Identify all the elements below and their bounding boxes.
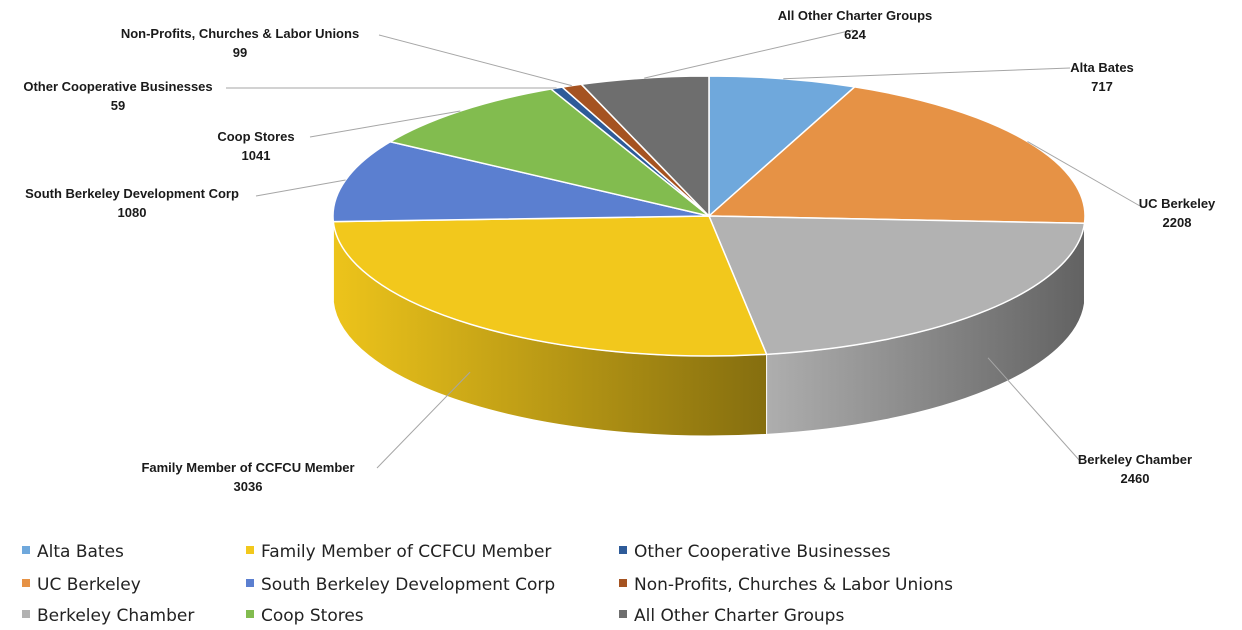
- legend-label-berkeley-chamber: Berkeley Chamber: [37, 606, 194, 626]
- legend-label-uc-berkeley: UC Berkeley: [37, 575, 141, 595]
- callout-name-coop-stores: Coop Stores: [217, 129, 294, 144]
- legend-swatch-berkeley-chamber: [22, 610, 30, 618]
- callout-value-all-other-charter-groups: 624: [844, 27, 866, 42]
- callout-value-non-profits-churches-and-labor-unions: 99: [233, 45, 247, 60]
- leader-line-uc-berkeley: [1027, 141, 1141, 207]
- leader-line-south-berkeley-development-corp: [255, 179, 346, 197]
- leader-line-family-member-of-ccfcu-member: [376, 371, 471, 469]
- leader-line-alta-bates: [783, 67, 1071, 80]
- legend-label-non-profits-churches-and-labor-unions: Non-Profits, Churches & Labor Unions: [634, 575, 953, 595]
- callout-name-other-cooperative-businesses: Other Cooperative Businesses: [23, 79, 212, 94]
- legend-label-alta-bates: Alta Bates: [37, 542, 124, 562]
- callout-value-uc-berkeley: 2208: [1163, 215, 1192, 230]
- leader-line-non-profits-churches-and-labor-unions: [378, 34, 572, 87]
- legend-swatch-coop-stores: [246, 610, 254, 618]
- callout-value-south-berkeley-development-corp: 1080: [118, 205, 147, 220]
- pie-slice-berkeley-chamber: [708, 215, 1086, 356]
- callout-value-alta-bates: 717: [1091, 79, 1113, 94]
- callout-value-coop-stores: 1041: [242, 148, 271, 163]
- leader-line-berkeley-chamber: [987, 357, 1081, 462]
- legend-swatch-all-other-charter-groups: [619, 610, 627, 618]
- legend-swatch-south-berkeley-development-corp: [246, 579, 254, 587]
- legend-swatch-other-cooperative-businesses: [619, 546, 627, 554]
- legend-swatch-uc-berkeley: [22, 579, 30, 587]
- callout-value-family-member-of-ccfcu-member: 3036: [234, 479, 263, 494]
- legend-label-other-cooperative-businesses: Other Cooperative Businesses: [634, 542, 891, 562]
- legend: Alta Bates UC Berkeley Berkeley Chamber Fam…: [22, 542, 953, 626]
- legend-label-all-other-charter-groups: All Other Charter Groups: [634, 606, 844, 626]
- callout-labels: Alta Bates 717 UC Berkeley 2208 Berkeley Cha…: [23, 8, 1216, 494]
- legend-label-coop-stores: Coop Stores: [261, 606, 364, 626]
- pie-top-layer: [332, 75, 1086, 357]
- pie-slice-uc-berkeley: [708, 86, 1086, 225]
- legend-swatch-family-member-of-ccfcu-member: [246, 546, 254, 554]
- callout-name-non-profits-churches-and-labor-unions: Non-Profits, Churches & Labor Unions: [121, 26, 359, 41]
- callout-name-berkeley-chamber: Berkeley Chamber: [1078, 452, 1192, 467]
- callout-name-family-member-of-ccfcu-member: Family Member of CCFCU Member: [141, 460, 354, 475]
- callout-name-south-berkeley-development-corp: South Berkeley Development Corp: [25, 186, 239, 201]
- legend-label-family-member-of-ccfcu-member: Family Member of CCFCU Member: [261, 542, 551, 562]
- callout-leaders: [225, 29, 1141, 469]
- callout-name-uc-berkeley: UC Berkeley: [1139, 196, 1216, 211]
- legend-label-south-berkeley-development-corp: South Berkeley Development Corp: [261, 575, 555, 595]
- leader-line-all-other-charter-groups: [644, 29, 854, 79]
- legend-swatch-alta-bates: [22, 546, 30, 554]
- legend-swatch-non-profits-churches-and-labor-unions: [619, 579, 627, 587]
- pie-slice-alta-bates: [708, 75, 856, 217]
- pie-slice-family-member-of-ccfcu-member: [332, 215, 768, 357]
- callout-name-alta-bates: Alta Bates: [1070, 60, 1134, 75]
- callout-value-other-cooperative-businesses: 59: [111, 98, 125, 113]
- callout-value-berkeley-chamber: 2460: [1121, 471, 1150, 486]
- callout-name-all-other-charter-groups: All Other Charter Groups: [778, 8, 933, 23]
- leader-line-coop-stores: [309, 110, 461, 138]
